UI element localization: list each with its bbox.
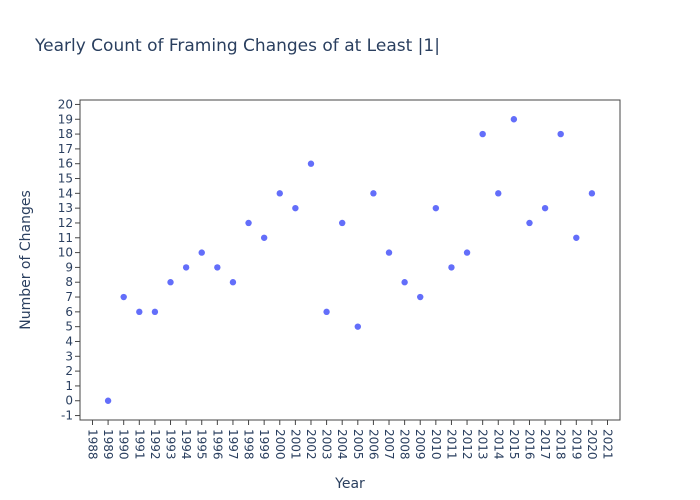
x-tick-label: 1999 xyxy=(257,429,271,460)
data-point[interactable] xyxy=(292,204,299,212)
data-point[interactable] xyxy=(588,190,596,197)
x-tick-label: 2013 xyxy=(476,429,490,460)
y-tick-label: 4 xyxy=(65,334,73,348)
y-tick-label: 18 xyxy=(58,127,73,141)
data-point[interactable] xyxy=(495,190,502,197)
data-point[interactable] xyxy=(354,323,362,330)
data-point[interactable] xyxy=(307,160,315,167)
x-tick-label: 2004 xyxy=(335,429,349,460)
data-point[interactable] xyxy=(417,293,424,301)
data-point[interactable] xyxy=(370,190,377,197)
data-point[interactable] xyxy=(167,279,174,286)
data-point[interactable] xyxy=(198,249,205,256)
x-axis-title: Year xyxy=(334,476,365,492)
y-tick-label: 5 xyxy=(65,320,73,334)
y-tick-label: 19 xyxy=(58,112,73,126)
data-point[interactable] xyxy=(448,264,455,271)
x-tick-label: 2006 xyxy=(366,429,380,460)
data-point[interactable] xyxy=(229,279,237,286)
x-tick-label: 2014 xyxy=(491,429,505,460)
x-tick-label: 1998 xyxy=(242,429,256,460)
x-tick-label: 2016 xyxy=(522,429,536,460)
x-tick-label: 2003 xyxy=(320,429,334,460)
x-tick-label: 2020 xyxy=(585,429,599,460)
x-tick-label: 1990 xyxy=(117,429,131,460)
x-tick-label: 2018 xyxy=(554,429,568,460)
y-tick-label: 9 xyxy=(65,260,73,274)
x-tick-label: 2021 xyxy=(601,429,615,460)
y-tick-label: 3 xyxy=(65,349,73,363)
x-tick-label: 2005 xyxy=(351,429,365,460)
data-point[interactable] xyxy=(182,264,190,271)
y-tick-label: 0 xyxy=(65,394,73,408)
data-point[interactable] xyxy=(338,219,346,227)
y-tick-label: 10 xyxy=(58,246,73,260)
x-tick-label: 2009 xyxy=(413,429,427,460)
y-tick-label: 14 xyxy=(58,186,73,200)
x-tick-label: 2002 xyxy=(304,429,318,460)
x-tick-label: 1993 xyxy=(164,429,178,460)
x-tick-label: 2000 xyxy=(273,429,287,460)
data-point[interactable] xyxy=(214,264,221,271)
y-tick-label: 8 xyxy=(65,275,73,289)
data-point[interactable] xyxy=(510,116,518,123)
data-point[interactable] xyxy=(526,219,533,227)
y-tick-label: -1 xyxy=(61,409,73,423)
x-tick-label: 2012 xyxy=(460,429,474,460)
x-tick-label: 2001 xyxy=(288,429,302,460)
y-tick-label: 7 xyxy=(65,290,73,304)
y-tick-label: 12 xyxy=(58,216,73,230)
y-tick-label: 15 xyxy=(58,172,73,186)
x-tick-label: 1997 xyxy=(226,429,240,460)
y-axis-title: Number of Changes xyxy=(18,190,34,330)
chart-title: Yearly Count of Framing Changes of at Le… xyxy=(34,36,440,56)
data-point[interactable] xyxy=(463,249,471,256)
data-point[interactable] xyxy=(479,130,486,138)
data-point[interactable] xyxy=(120,293,127,301)
y-tick-label: 20 xyxy=(58,97,73,111)
y-tick-label: 1 xyxy=(65,379,73,393)
x-tick-label: 1989 xyxy=(101,429,115,460)
y-tick-label: 17 xyxy=(58,142,73,156)
x-tick-label: 2008 xyxy=(398,429,412,460)
x-tick-label: 1996 xyxy=(210,429,224,460)
y-tick-label: 16 xyxy=(58,157,73,171)
data-point[interactable] xyxy=(151,308,159,316)
x-tick-label: 2019 xyxy=(569,429,583,460)
plot-area-frame xyxy=(79,99,621,421)
x-tick-label: 1995 xyxy=(195,429,209,460)
data-point[interactable] xyxy=(104,397,112,404)
x-tick-label: 2010 xyxy=(429,429,443,460)
data-point[interactable] xyxy=(573,234,580,241)
data-point[interactable] xyxy=(245,219,252,227)
data-point[interactable] xyxy=(276,190,283,197)
y-tick-label: 13 xyxy=(58,201,73,215)
data-point[interactable] xyxy=(323,308,330,316)
x-tick-label: 2007 xyxy=(382,429,396,460)
data-points xyxy=(104,116,596,404)
data-point[interactable] xyxy=(557,130,564,138)
data-point[interactable] xyxy=(432,204,440,212)
x-tick-label: 2015 xyxy=(507,429,521,460)
y-tick-label: 6 xyxy=(65,305,73,319)
data-point[interactable] xyxy=(385,249,393,256)
x-tick-label: 1991 xyxy=(132,429,146,460)
data-point[interactable] xyxy=(136,308,143,316)
x-tick-label: 1992 xyxy=(148,429,162,460)
x-tick-label: 2011 xyxy=(444,429,458,460)
data-point[interactable] xyxy=(260,234,268,241)
x-tick-label: 1988 xyxy=(85,429,99,460)
x-tick-label: 1994 xyxy=(179,429,193,460)
y-tick-label: 11 xyxy=(58,231,73,245)
x-axis: 1988 1989 1990 1991 1992 1993 1994 1995 1996 1997… xyxy=(85,420,615,460)
data-point[interactable] xyxy=(401,279,408,286)
data-point[interactable] xyxy=(541,204,549,212)
x-tick-label: 2017 xyxy=(538,429,552,460)
y-tick-label: 2 xyxy=(65,364,73,378)
